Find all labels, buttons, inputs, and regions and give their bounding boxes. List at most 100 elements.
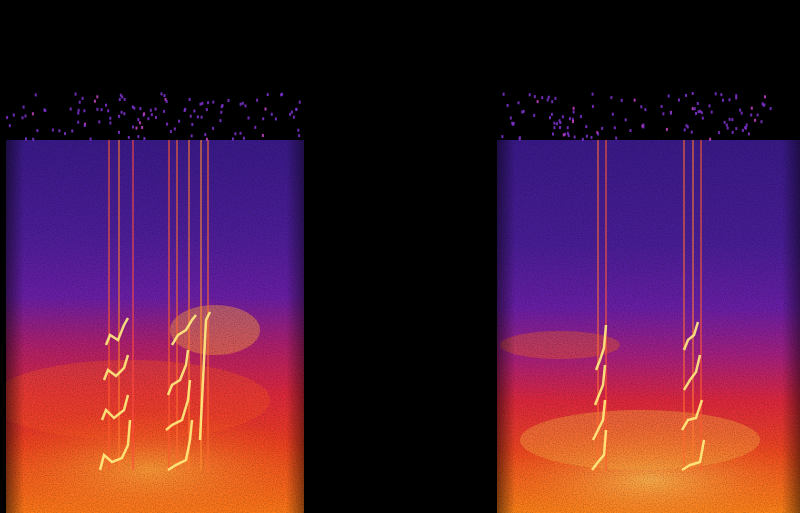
noise-dot	[118, 130, 120, 134]
noise-dot	[640, 105, 643, 109]
noise-dot	[135, 126, 138, 130]
noise-dot	[51, 128, 54, 132]
noise-dot	[571, 117, 574, 121]
noise-dot	[731, 130, 734, 134]
noise-dot	[264, 107, 267, 111]
noise-dot	[21, 116, 24, 120]
noise-dot	[728, 98, 731, 102]
noise-dot	[566, 126, 569, 130]
noise-dot	[123, 112, 126, 116]
noise-dot	[501, 135, 504, 139]
noise-dot	[141, 126, 144, 129]
noise-dot	[183, 109, 186, 112]
noise-dot	[559, 126, 561, 129]
noise-dot	[769, 107, 772, 111]
noise-dot	[750, 113, 753, 117]
noise-dot	[200, 115, 203, 119]
noise-dot	[521, 110, 524, 114]
noise-dot	[725, 123, 728, 127]
noise-dot	[701, 116, 704, 120]
noise-dot	[199, 102, 202, 106]
noise-dot	[143, 112, 146, 116]
noise-dot	[549, 116, 551, 120]
noise-dot	[107, 109, 110, 113]
noise-dot	[138, 121, 141, 125]
noise-dot	[201, 101, 204, 105]
noise-dot	[150, 113, 153, 117]
noise-dot	[691, 107, 694, 111]
noise-dot	[205, 108, 208, 112]
noise-dot	[690, 130, 693, 134]
noise-dot	[528, 93, 531, 97]
noise-dot	[137, 135, 140, 139]
noise-dot	[290, 110, 293, 114]
left-noise-dots	[6, 92, 301, 141]
noise-dot	[517, 101, 520, 105]
vertical-streak	[108, 140, 110, 470]
noise-dot	[553, 121, 556, 125]
noise-dot	[132, 125, 134, 129]
noise-dot	[270, 112, 273, 116]
noise-dot	[163, 109, 166, 113]
harmonic-trace	[591, 429, 608, 471]
harmonic-trace	[198, 311, 212, 441]
noise-dot	[89, 137, 92, 141]
noise-dot	[683, 128, 686, 132]
noise-dot	[147, 117, 150, 121]
noise-dot	[149, 108, 152, 112]
vertical-streak	[605, 140, 607, 470]
noise-dot	[123, 97, 126, 101]
noise-dot	[247, 116, 250, 120]
noise-dot	[205, 137, 208, 141]
left-harmonic-traces	[98, 311, 212, 472]
vertical-streak	[118, 140, 120, 470]
noise-dot	[710, 110, 713, 114]
noise-dot	[178, 119, 181, 123]
noise-dot	[100, 108, 103, 112]
noise-dot	[558, 119, 561, 123]
noise-dot	[754, 118, 757, 122]
noise-dot	[219, 119, 222, 123]
noise-dot	[756, 113, 759, 117]
noise-dot	[24, 114, 27, 118]
noise-dot	[761, 102, 764, 106]
noise-dot	[280, 93, 283, 97]
noise-dot	[546, 98, 549, 102]
noise-dot	[731, 118, 734, 121]
harmonic-trace	[166, 349, 190, 396]
noise-dot	[262, 117, 265, 121]
noise-dot	[579, 115, 582, 119]
harmonic-trace	[98, 419, 132, 471]
noise-dot	[566, 131, 569, 135]
harmonic-trace	[593, 364, 607, 406]
noise-dot	[165, 100, 168, 103]
noise-dot	[83, 109, 86, 113]
noise-dot	[98, 120, 101, 124]
noise-dot	[562, 133, 565, 137]
noise-dot	[44, 109, 47, 112]
noise-dot	[533, 95, 536, 99]
harmonic-trace	[682, 354, 702, 391]
noise-dot	[620, 98, 623, 102]
left-spectrogram-panel	[6, 92, 304, 513]
noise-dot	[32, 137, 35, 141]
noise-dot	[266, 93, 269, 97]
noise-dot	[96, 107, 99, 111]
noise-dot	[118, 114, 121, 118]
noise-dot	[242, 136, 245, 140]
noise-dot	[662, 112, 665, 116]
noise-dot	[722, 98, 724, 102]
noise-dot	[726, 126, 729, 130]
noise-dot	[239, 131, 242, 135]
noise-dot	[93, 99, 96, 103]
noise-dot	[204, 133, 207, 137]
noise-dot	[36, 129, 39, 133]
noise-dot	[748, 132, 750, 136]
noise-dot	[31, 112, 34, 116]
noise-dot	[739, 108, 742, 112]
noise-dot	[190, 134, 193, 138]
noise-dot	[96, 95, 99, 99]
noise-dot	[244, 104, 247, 108]
noise-dot	[166, 122, 169, 126]
